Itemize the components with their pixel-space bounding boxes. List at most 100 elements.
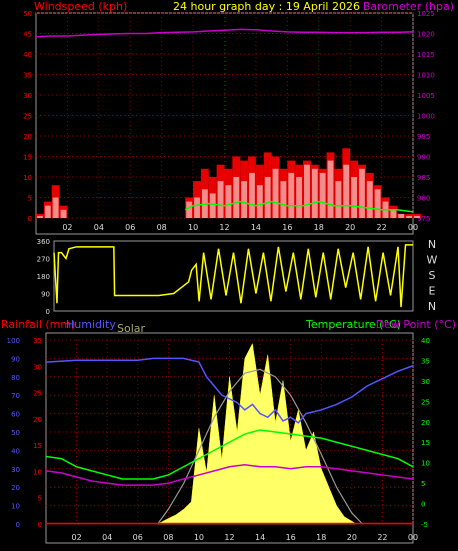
compass-label: N: [428, 300, 436, 313]
x-tick-label: 18: [316, 533, 326, 542]
x-tick-label: 12: [219, 223, 229, 232]
y-tick-label: 35: [23, 72, 32, 80]
rain-tick-label: 30: [33, 363, 42, 371]
windspeed-bar: [359, 168, 365, 218]
windspeed-bar: [398, 213, 405, 218]
dewpoint-axis-title: Dew Point (°C): [376, 318, 456, 331]
y2-tick-label: 995: [417, 133, 430, 141]
barometer-axis-title: Barometer (hpa): [363, 0, 454, 13]
temp-tick-label: 35: [421, 357, 430, 365]
direction-chart-frame: [53, 240, 414, 312]
rain-tick-label: 10: [33, 468, 42, 476]
y2-tick-label: 975: [417, 215, 430, 223]
humidity-tick-label: 100: [7, 337, 20, 345]
rain-tick-label: 25: [33, 390, 42, 398]
humidity-series: [45, 357, 414, 424]
windspeed-bar: [217, 181, 224, 218]
temp-tick-label: 40: [421, 337, 430, 345]
y-tick-label: 10: [23, 174, 32, 182]
x-tick-label: 16: [286, 533, 296, 542]
windspeed-bar: [44, 205, 51, 218]
humidity-tick-label: 90: [11, 355, 20, 363]
windspeed-bar: [52, 197, 59, 218]
y2-tick-label: 985: [417, 174, 430, 182]
y2-tick-label: 1010: [417, 72, 435, 80]
temperature-series: [184, 200, 414, 213]
y2-tick-label: 1020: [417, 31, 435, 39]
rain-tick-label: 5: [38, 495, 42, 503]
windspeed-bar: [225, 185, 232, 218]
y-tick-label: 0: [28, 215, 32, 223]
windspeed-bar: [241, 181, 248, 218]
windspeed-bar: [335, 181, 342, 218]
windspeed-bar: [280, 181, 287, 218]
x-tick-label: 10: [188, 223, 198, 232]
temp-tick-label: -5: [421, 521, 428, 529]
humidity-tick-label: 80: [11, 374, 20, 382]
compass-label: W: [427, 254, 438, 267]
y-tick-label: 15: [23, 154, 32, 162]
humidity-tick-label: 10: [11, 503, 20, 511]
x-tick-label: 20: [347, 533, 357, 542]
humidity-tick-label: 40: [11, 447, 20, 455]
windspeed-bar: [327, 160, 334, 218]
solar-axis-title: Solar: [117, 322, 146, 335]
windspeed-bar: [233, 177, 240, 218]
y2-tick-label: 1005: [417, 92, 435, 100]
windspeed-bar: [37, 215, 43, 218]
windspeed-bar: [264, 177, 271, 218]
windspeed-bar: [414, 215, 420, 218]
y2-tick-label: 980: [417, 195, 430, 203]
windspeed-bar: [60, 209, 67, 218]
windspeed-bar: [351, 177, 358, 218]
humidity-tick-label: 20: [11, 484, 20, 492]
y2-tick-label: 1000: [417, 113, 435, 121]
humidity-axis-title: Humidity: [66, 318, 116, 331]
x-tick-label: 04: [94, 223, 104, 232]
compass-label: N: [428, 238, 436, 251]
direction-tick-label: 0: [46, 308, 50, 316]
temp-tick-label: 5: [421, 480, 425, 488]
y-tick-label: 25: [23, 113, 32, 121]
y-tick-label: 50: [23, 10, 32, 18]
y-tick-label: 20: [23, 133, 32, 141]
windspeed-bar: [304, 164, 310, 218]
x-tick-label: 00: [408, 533, 418, 542]
y-tick-label: 40: [23, 51, 32, 59]
x-tick-label: 02: [62, 223, 72, 232]
x-tick-label: 22: [376, 223, 386, 232]
humidity-tick-label: 70: [11, 392, 20, 400]
temp-tick-label: 25: [421, 398, 430, 406]
x-tick-label: 10: [194, 533, 204, 542]
temp-tick-label: 20: [421, 419, 430, 427]
windspeed-bar: [311, 168, 318, 218]
temp-tick-label: 15: [421, 439, 430, 447]
humidity-tick-label: 60: [11, 411, 20, 419]
x-tick-label: 04: [102, 533, 112, 542]
wind-direction-series: [53, 244, 413, 308]
windspeed-bar: [288, 172, 295, 218]
temp-tick-label: 0: [421, 501, 425, 509]
compass-label: E: [429, 285, 436, 298]
rain-tick-label: 35: [33, 337, 42, 345]
direction-tick-label: 180: [37, 273, 50, 281]
windspeed-bar: [186, 201, 193, 218]
windspeed-bar: [406, 215, 412, 218]
rain-tick-label: 15: [33, 442, 42, 450]
temperature-series: [45, 429, 414, 480]
windspeed-axis-title: Windspeed (kph): [34, 0, 127, 13]
windspeed-bar: [343, 164, 350, 218]
solar-max-series: [157, 368, 363, 525]
humidity-tick-label: 30: [11, 466, 20, 474]
x-tick-label: 06: [133, 533, 143, 542]
direction-tick-label: 270: [37, 256, 50, 264]
x-tick-label: 08: [157, 223, 167, 232]
temp-tick-label: 10: [421, 460, 430, 468]
x-tick-label: 02: [71, 533, 81, 542]
windspeed-bar: [209, 193, 216, 218]
temp-tick-label: 30: [421, 378, 430, 386]
direction-chart-plot: [53, 244, 413, 308]
x-tick-label: 20: [345, 223, 355, 232]
x-tick-label: 14: [255, 533, 265, 542]
